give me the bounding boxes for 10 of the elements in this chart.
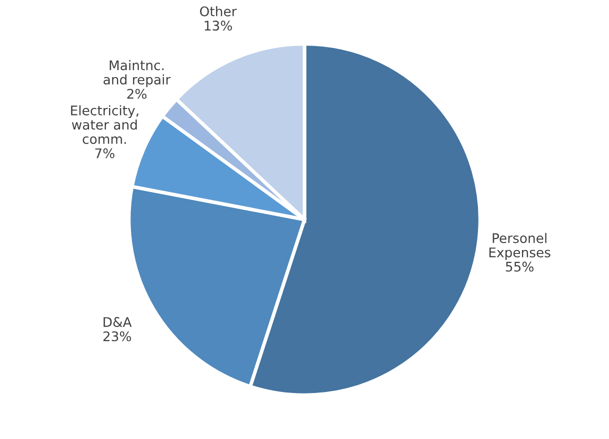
data-label: 23% (103, 331, 132, 342)
data-label: 13% (204, 20, 232, 31)
slice-label: Other (200, 6, 237, 16)
slice-label: D&A (104, 317, 132, 328)
slice-label: Personel Expenses (489, 232, 550, 260)
data-label: 7% (95, 148, 114, 158)
slice-label: Maintnc. and repair (104, 60, 171, 88)
slice-label: Electricity, water and comm. (71, 105, 138, 144)
data-label: 55% (506, 262, 534, 272)
data-label: 2% (127, 88, 146, 99)
